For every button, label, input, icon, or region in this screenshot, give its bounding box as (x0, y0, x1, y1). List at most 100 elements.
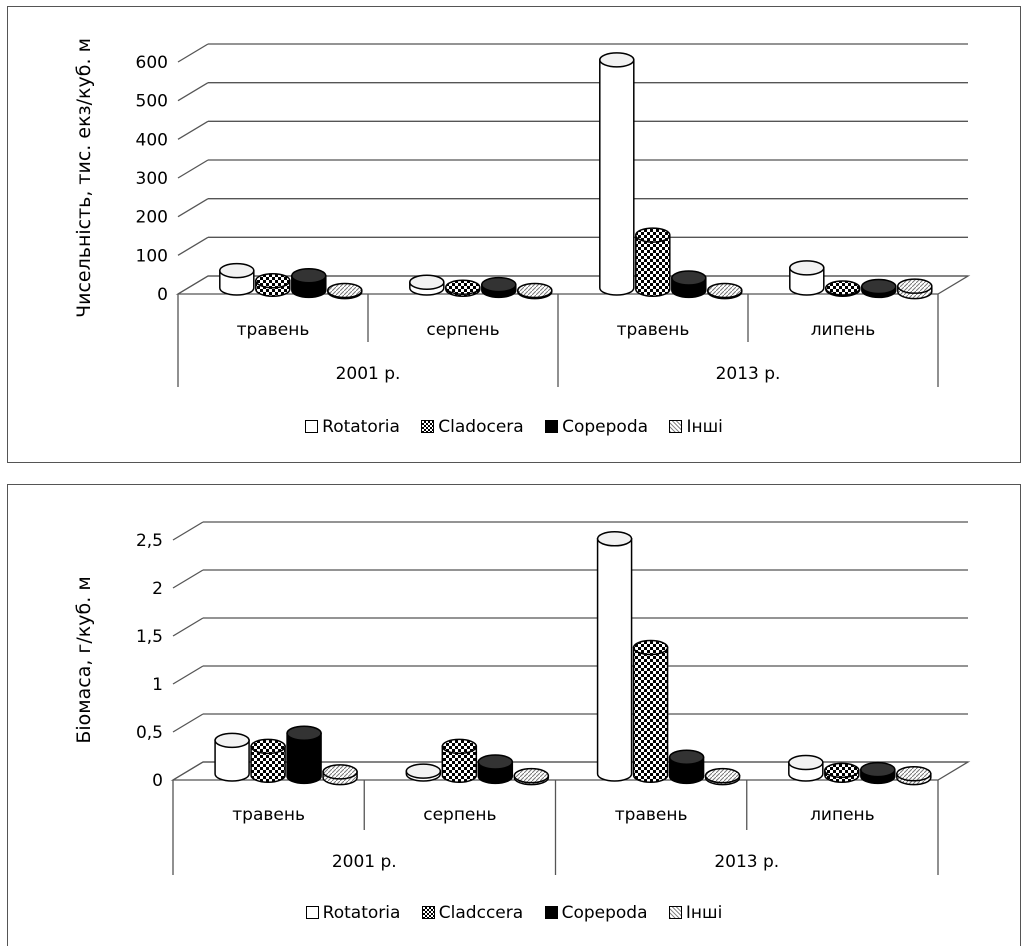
bar-copepoda-cap (286, 725, 322, 741)
bar-інші (707, 282, 743, 300)
bar-copepoda (860, 761, 896, 785)
gridline-perspective (172, 521, 204, 541)
bar-copepoda (286, 725, 322, 785)
bar-cladocera-body (635, 234, 671, 297)
y-tick-label: 0 (157, 285, 168, 305)
y-tick-label: 300 (136, 169, 168, 189)
y-tick-label: 500 (136, 92, 168, 112)
legend: Rotatoria Cladccera Copepoda Інші (8, 903, 1020, 923)
bar-cladccera-body (632, 646, 669, 783)
category-label: травень (615, 805, 688, 825)
bar-copepoda (291, 267, 327, 299)
legend-swatch (305, 906, 319, 919)
bar-cladccera-body (441, 745, 478, 783)
legend-item-cladocera: Cladocera (421, 417, 524, 437)
bar-copepoda (671, 270, 707, 299)
legend-item-cladocera: Cladccera (421, 903, 523, 923)
bar-інші (896, 766, 932, 786)
bar-rotatoria-cap (405, 763, 442, 779)
legend-item-copepoda: Copepoda (544, 903, 648, 923)
gridline-perspective (172, 617, 204, 637)
gridline-perspective (172, 569, 204, 589)
legend-swatch (421, 906, 435, 919)
y-tick-label: 200 (136, 208, 168, 228)
bar-cladccera-cap (250, 738, 286, 755)
legend-swatch (669, 420, 683, 433)
bar-cladccera (441, 738, 478, 783)
bar-cladccera-cap (824, 762, 860, 779)
bar-інші (322, 764, 358, 786)
gridline-perspective (177, 198, 209, 218)
abundance-chart: 0 100 200 300 400 500 600 Чисельність, тис. екз… (73, 38, 971, 387)
bar-cladccera (632, 639, 669, 783)
y-tick-label: 2,5 (136, 531, 163, 551)
legend-item-copepoda: Copepoda (545, 417, 648, 437)
bar-rotatoria-cap (596, 531, 633, 547)
bar-rotatoria-cap (788, 754, 824, 771)
y-tick-label: 2 (152, 579, 163, 599)
legend-swatch (421, 420, 435, 433)
legend-item-other: Інші (668, 903, 722, 923)
bar-rotatoria (214, 732, 250, 782)
biomass-chart-panel: 0 0,5 1 1,5 2 2,5 Біомаса, г/куб. м травень серп… (7, 484, 1021, 946)
bar-rotatoria-cap (219, 262, 255, 279)
bar-copepoda-cap (861, 278, 897, 295)
category-label: липень (811, 320, 876, 340)
legend-swatch (545, 420, 559, 433)
legend-item-rotatoria: Rotatoria (305, 417, 400, 437)
category-label: серпень (423, 805, 496, 825)
bar-copepoda (477, 754, 514, 785)
bar-інші-cap (327, 282, 363, 299)
bar-інші (704, 767, 741, 786)
bar-cladocera-cap (825, 280, 861, 296)
bar-rotatoria-cap (599, 52, 635, 68)
y-tick-label: 1,5 (136, 627, 163, 647)
gridline-perspective (172, 713, 204, 733)
bar-інші-cap (704, 767, 741, 784)
bar-rotatoria (788, 754, 824, 782)
bar-copepoda-cap (860, 761, 896, 778)
bar-cladocera (445, 279, 481, 297)
bar-інші (327, 282, 363, 300)
bar-rotatoria-cap (214, 732, 250, 749)
bar-copepoda-cap (668, 749, 705, 765)
y-tick-label: 400 (136, 130, 168, 150)
legend-item-other: Інші (669, 417, 723, 437)
bar-rotatoria-body (596, 538, 633, 782)
gridline-perspective (172, 665, 204, 685)
gridline-perspective (177, 43, 209, 63)
legend: Rotatoria Cladocera Copepoda Інші (8, 417, 1020, 437)
legend-swatch (668, 906, 682, 919)
bar-rotatoria (219, 262, 255, 296)
bar-rotatoria (409, 274, 445, 296)
category-label: серпень (426, 320, 499, 340)
gridline-perspective (177, 120, 209, 140)
bar-rotatoria-cap (409, 274, 445, 290)
y-axis-label: Чисельність, тис. екз/куб. м (73, 38, 95, 318)
bar-rotatoria (789, 260, 825, 296)
bar-інші (513, 767, 550, 786)
bar-rotatoria-cap (789, 260, 825, 276)
y-tick-label: 600 (136, 53, 168, 73)
bar-інші (897, 278, 933, 300)
category-label: травень (237, 320, 310, 340)
bar-cladocera-cap (445, 279, 481, 296)
y-tick-label: 0,5 (136, 723, 163, 743)
legend-item-rotatoria: Rotatoria (305, 903, 400, 923)
gridline-perspective (177, 82, 209, 102)
bar-copepoda-body (286, 732, 322, 785)
bar-copepoda (481, 276, 517, 299)
bar-cladccera-body (250, 745, 286, 783)
y-tick-label: 100 (136, 246, 168, 266)
bar-copepoda-cap (291, 267, 327, 284)
bar-copepoda-cap (481, 276, 517, 293)
bar-cladccera-cap (632, 639, 669, 656)
bar-cladccera (250, 738, 286, 783)
group-label: 2001 р. (332, 852, 397, 872)
legend-swatch (544, 906, 558, 919)
bar-copepoda-cap (671, 270, 707, 286)
bar-cladocera (825, 280, 861, 297)
bar-copepoda (668, 749, 705, 785)
gridline-perspective (177, 236, 209, 256)
bar-copepoda-cap (477, 754, 514, 770)
